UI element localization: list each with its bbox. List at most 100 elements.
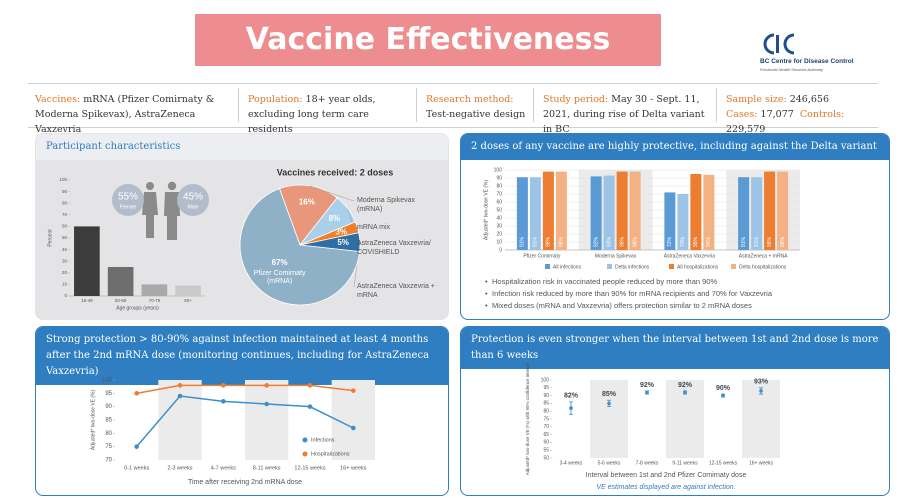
- y-tick-label: 70: [543, 424, 549, 430]
- silhouette-head: [146, 182, 154, 190]
- point: [569, 406, 573, 410]
- separator: [533, 88, 534, 122]
- y-tick-label: 60: [62, 224, 68, 229]
- x-tick-label: Moderna Spikevax: [595, 253, 637, 259]
- legend-label: Infections: [311, 437, 335, 443]
- bar-value-label: 72%: [667, 236, 673, 247]
- study-label: Research method:: [426, 94, 514, 105]
- pie-category-label: AstraZeneca Vaxzevria/ COVISHIELD: [357, 240, 431, 256]
- bar: [764, 171, 776, 250]
- pie-value-label: 16%: [299, 197, 315, 206]
- legend-label: Hospitalizations: [311, 451, 350, 457]
- y-tick-label: 80: [543, 409, 549, 415]
- bar: [703, 174, 715, 250]
- value-label: 90%: [716, 385, 731, 392]
- point: [721, 393, 725, 398]
- bar: [175, 285, 201, 296]
- point: [177, 393, 183, 399]
- bar-value-label: 98%: [780, 236, 786, 247]
- study-text: 18+ year olds, excluding long term care …: [248, 94, 376, 135]
- y-tick-label: 70: [496, 191, 502, 197]
- bar: [555, 171, 567, 250]
- x-tick-label: 18-49: [81, 298, 93, 303]
- legend-label: Delta hospitalizations: [739, 264, 787, 270]
- point: [264, 401, 269, 407]
- y-tick-label: 60: [496, 199, 502, 205]
- x-tick-label: Pfizer Comirnaty: [523, 253, 560, 259]
- y-tick-label: 75: [105, 444, 112, 450]
- y-tick-label: 0: [499, 247, 502, 253]
- bullet: •: [485, 301, 488, 310]
- panel-title: Participant characteristics: [36, 134, 448, 160]
- bullet: •: [485, 277, 488, 286]
- study-item: Vaccines: mRNA (Pfizer Comirnaty & Moder…: [35, 92, 233, 137]
- x-tick-label: 50-69: [115, 298, 127, 303]
- bar-value-label: 91%: [533, 236, 539, 247]
- org-name: BC Centre for Disease Control: [760, 58, 854, 65]
- value-label: 82%: [564, 393, 579, 400]
- y-tick-label: 10: [496, 239, 502, 245]
- bar-value-label: 98%: [546, 236, 552, 247]
- point: [607, 401, 611, 406]
- study-label: Sample size:: [726, 94, 787, 105]
- gender-value: 45%: [183, 192, 203, 203]
- study-label: Study period:: [543, 94, 609, 105]
- panel-title: 2 doses of any vaccine are highly protec…: [461, 134, 889, 160]
- bullet-note: Hospitalization risk in vaccinated peopl…: [492, 277, 718, 286]
- y-tick-label: 100: [59, 177, 67, 182]
- y-tick-label: 90: [496, 175, 502, 181]
- bar-value-label: 92%: [593, 236, 599, 247]
- bar: [516, 177, 528, 250]
- pie-title: Vaccines received: 2 doses: [277, 167, 394, 177]
- bullet: •: [485, 289, 488, 298]
- pie-slice: [239, 188, 361, 306]
- point: [759, 389, 763, 393]
- y-tick-label: 20: [62, 270, 68, 275]
- x-tick-label: 8-11 weeks: [253, 465, 281, 471]
- y-tick-label: 100: [494, 167, 503, 173]
- study-label: Cases:: [726, 109, 758, 120]
- x-tick-label: 12-15 weeks: [709, 460, 738, 466]
- y-tick-label: 85: [105, 418, 112, 424]
- bar-value-label: 91%: [741, 236, 747, 247]
- x-tick-label: 0-1 weeks: [124, 465, 149, 471]
- study-text: 17,077: [760, 109, 794, 120]
- x-tick-label: 9-11 weeks: [672, 460, 698, 466]
- point: [177, 383, 183, 388]
- band: [158, 380, 202, 460]
- bar: [74, 226, 100, 296]
- x-tick-label: 4-7 weeks: [211, 465, 236, 471]
- bar: [677, 194, 689, 250]
- panel: Strong protection > 80-90% against infec…: [35, 326, 449, 496]
- y-tick-label: 10: [62, 282, 68, 287]
- bar-value-label: 95%: [693, 236, 699, 247]
- y-axis-label: Adjusted* two-dose VE (%): [90, 390, 96, 451]
- bar: [107, 267, 134, 296]
- gender-name: Male: [188, 204, 199, 210]
- y-tick-label: 30: [496, 223, 502, 229]
- study-label: Vaccines:: [35, 94, 81, 105]
- legend-label: All infections: [553, 264, 582, 270]
- x-tick-label: 16+ weeks: [749, 460, 774, 466]
- pie-category-label: Moderna Spikevax (mRNA): [357, 197, 415, 213]
- y-tick-label: 40: [496, 215, 502, 221]
- value-label: 92%: [640, 382, 655, 389]
- pie-value-label: 67%: [272, 258, 288, 267]
- panel-title: Strong protection > 80-90% against infec…: [36, 327, 448, 385]
- bar: [664, 192, 676, 250]
- pie-value-label: 5%: [337, 238, 349, 247]
- y-axis-label: Adjusted* two-dose VE (%): [483, 180, 489, 241]
- bullet-note: Infection risk reduced by more than 90% …: [492, 289, 772, 298]
- bullet-note: Mixed doses (mRNA and Vaxzevria) offers …: [492, 301, 752, 310]
- pie-category-label: Pfizer Comirnaty (mRNA): [253, 269, 306, 286]
- bar: [616, 171, 628, 250]
- x-tick-label: 3-4 weeks: [560, 460, 583, 466]
- pie-category-label: AstraZeneca Vaxzevria + mRNA: [357, 283, 435, 299]
- point: [134, 444, 139, 449]
- band: [590, 380, 628, 458]
- chart-note: VE estimates displayed are against infec…: [596, 484, 735, 491]
- logo: [763, 33, 795, 55]
- divider: [28, 83, 878, 84]
